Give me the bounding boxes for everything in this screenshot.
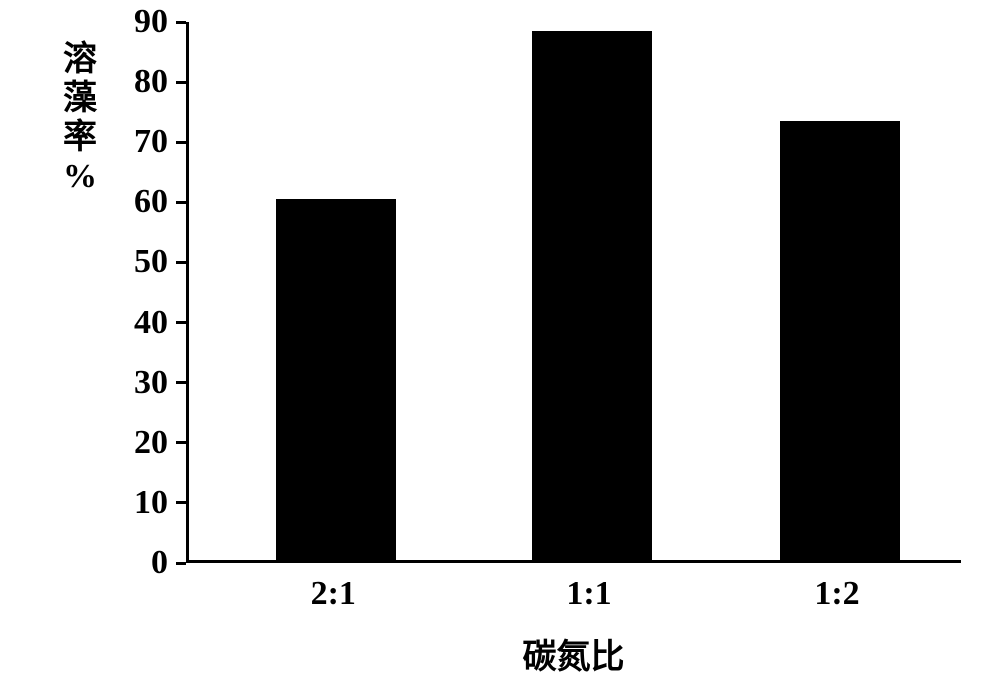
y-tick-mark (176, 562, 186, 565)
y-tick-mark (176, 441, 186, 444)
y-tick-label: 0 (0, 544, 168, 582)
y-tick-label: 60 (0, 183, 168, 221)
x-tick-label: 1:1 (566, 575, 611, 613)
x-axis-title: 碳氮比 (523, 629, 625, 678)
x-tick-label: 1:2 (814, 575, 859, 613)
y-tick-mark (176, 21, 186, 24)
bar (532, 31, 652, 560)
plot-area (186, 22, 961, 563)
y-tick-mark (176, 141, 186, 144)
chart-container: 溶藻率% 碳氮比 01020304050607080902:11:11:2 (0, 0, 1000, 681)
y-tick-label: 50 (0, 243, 168, 281)
y-tick-label: 70 (0, 123, 168, 161)
y-tick-mark (176, 321, 186, 324)
y-tick-mark (176, 201, 186, 204)
y-tick-mark (176, 501, 186, 504)
x-tick-label: 2:1 (311, 575, 356, 613)
y-tick-label: 80 (0, 63, 168, 101)
y-tick-mark (176, 381, 186, 384)
y-tick-label: 90 (0, 3, 168, 41)
y-tick-label: 30 (0, 364, 168, 402)
y-tick-label: 10 (0, 484, 168, 522)
y-tick-label: 40 (0, 304, 168, 342)
y-tick-label: 20 (0, 424, 168, 462)
y-tick-mark (176, 81, 186, 84)
y-tick-mark (176, 261, 186, 264)
bar (780, 121, 900, 560)
bar (276, 199, 396, 560)
